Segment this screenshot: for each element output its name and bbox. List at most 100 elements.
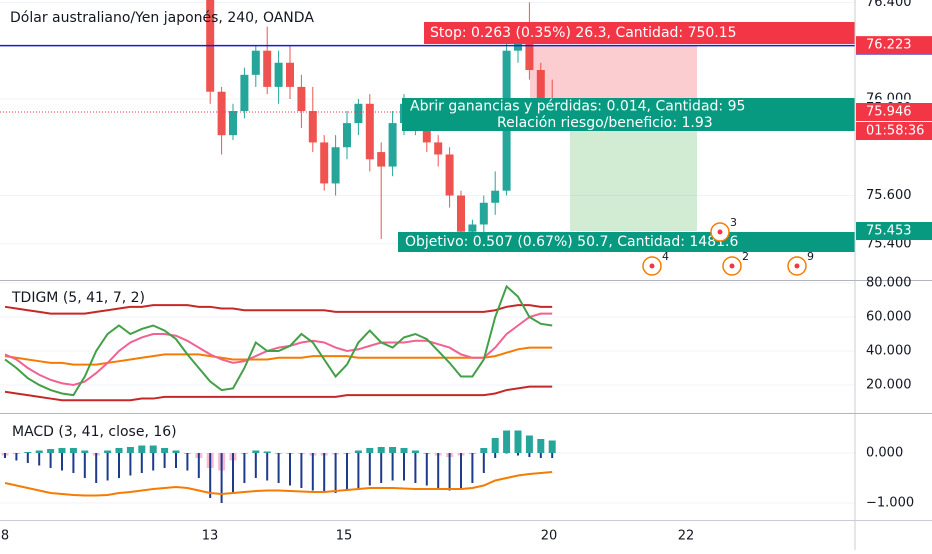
pane-title: MACD (3, 41, close, 16) xyxy=(12,424,177,440)
countdown-box xyxy=(856,122,932,140)
price-label: 76.223 xyxy=(866,38,912,53)
macd-bar xyxy=(403,453,405,481)
histogram-bar xyxy=(377,447,385,453)
macd-bar xyxy=(494,453,497,458)
chart-title: Dólar australiano/Yen japonés, 240, OAND… xyxy=(10,10,314,26)
histogram-bar xyxy=(411,450,419,453)
histogram-bar xyxy=(503,430,511,453)
macd-pane: MACD (3, 41, close, 16) xyxy=(0,424,855,504)
macd-bar xyxy=(197,453,200,478)
macd-bar xyxy=(425,453,428,486)
y-tick-label: 20.000 xyxy=(866,377,912,392)
candle-body xyxy=(320,142,329,184)
histogram-bar xyxy=(537,439,545,453)
histogram-bar xyxy=(252,450,260,453)
candle-body xyxy=(377,152,386,167)
macd-bar xyxy=(460,453,462,488)
price-label: 75.453 xyxy=(866,224,912,239)
histogram-bar xyxy=(149,445,157,453)
y-tick-label: 75.600 xyxy=(866,188,912,203)
macd-bar xyxy=(391,453,394,481)
macd-bar xyxy=(4,453,6,458)
target-label-box xyxy=(398,232,855,252)
event-dot xyxy=(729,263,735,269)
candle-body xyxy=(217,91,226,136)
x-tick-label: 8 xyxy=(1,529,9,544)
macd-bar xyxy=(482,453,485,473)
stop-label-box xyxy=(424,22,855,44)
histogram-bar xyxy=(491,438,499,453)
histogram-bar xyxy=(104,450,112,453)
macd-bar xyxy=(505,453,508,454)
macd-bar xyxy=(323,453,326,493)
macd-bar xyxy=(300,453,303,488)
macd-bar xyxy=(83,453,86,478)
tdigm-pane: TDIGM (5, 41, 7, 2) xyxy=(0,282,855,402)
candle-body xyxy=(479,202,488,225)
price-label-box xyxy=(856,222,932,240)
price-pane: Stop: 0.263 (0.35%) 26.3, Cantidad: 750.… xyxy=(0,0,855,276)
y-tick-label: 40.000 xyxy=(866,343,912,358)
x-tick-label: 13 xyxy=(202,529,219,544)
candle-body xyxy=(297,86,306,112)
candle-body xyxy=(286,62,294,87)
candle-body xyxy=(445,154,454,196)
macd-bar xyxy=(357,453,360,488)
histogram-bar xyxy=(24,452,32,453)
macd-bar xyxy=(334,453,337,493)
candle-body xyxy=(331,147,340,184)
candle-body xyxy=(251,50,260,75)
candle-body xyxy=(229,111,237,136)
event-count: 4 xyxy=(662,250,669,263)
event-dot xyxy=(794,263,800,269)
macd-bar xyxy=(289,453,291,486)
macd-bar xyxy=(38,453,41,466)
macd-bar xyxy=(243,453,246,483)
macd-bar xyxy=(346,453,348,491)
event-count: 9 xyxy=(807,250,814,263)
macd-bar xyxy=(551,453,554,458)
histogram-bar xyxy=(138,445,146,453)
histogram-bar xyxy=(126,447,134,453)
candle-body xyxy=(434,142,443,155)
price-label: 75.946 xyxy=(866,105,912,120)
macd-bar xyxy=(220,453,223,503)
candle-body xyxy=(468,224,477,232)
macd-bar xyxy=(311,453,314,491)
event-count: 3 xyxy=(730,216,737,229)
candle-body xyxy=(457,195,465,232)
candle-body xyxy=(365,103,374,160)
candle-body xyxy=(240,74,249,112)
macd-bar xyxy=(414,453,417,483)
x-tick-label: 15 xyxy=(336,529,353,544)
macd-bar xyxy=(163,453,166,468)
macd-bar xyxy=(72,453,75,473)
histogram-bar xyxy=(514,430,522,453)
candle-body xyxy=(525,38,534,70)
candle-body xyxy=(422,123,431,143)
signal-line xyxy=(4,471,553,497)
price-label-box xyxy=(856,36,932,55)
histogram-bar xyxy=(389,447,397,453)
y-tick-label: −1.000 xyxy=(866,496,914,511)
macd-bar xyxy=(118,453,120,478)
y-tick-label: 60.000 xyxy=(866,310,912,325)
y-tick-label: 80.000 xyxy=(866,276,912,291)
price-label-box xyxy=(856,103,932,121)
x-tick-label: 20 xyxy=(541,529,558,544)
histogram-bar xyxy=(35,450,43,453)
macd-bar xyxy=(186,453,189,471)
histogram-bar xyxy=(115,448,123,453)
countdown: 01:58:36 xyxy=(866,124,924,139)
macd-bar xyxy=(26,453,29,463)
macd-bar xyxy=(152,453,155,471)
macd-bar xyxy=(232,453,234,493)
indicator-line xyxy=(4,312,553,386)
histogram-bar xyxy=(354,450,362,453)
event-dot xyxy=(717,229,723,235)
macd-bar xyxy=(15,453,18,461)
candle-body xyxy=(274,62,283,87)
candle-body xyxy=(388,123,397,167)
stop-label: Stop: 0.263 (0.35%) 26.3, Cantidad: 750.… xyxy=(430,25,737,41)
